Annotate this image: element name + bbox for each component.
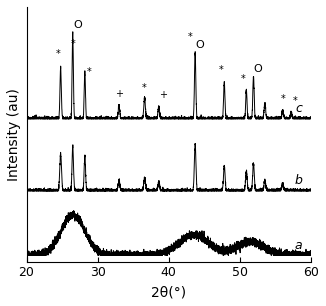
Text: +: + [115, 89, 123, 99]
Text: O: O [253, 64, 262, 74]
Text: b: b [295, 174, 303, 187]
Text: *: * [293, 95, 298, 106]
Text: *: * [241, 74, 245, 84]
Text: O: O [195, 40, 204, 50]
Text: +: + [159, 90, 167, 100]
Text: c: c [296, 102, 303, 115]
Y-axis label: Intensity (au): Intensity (au) [7, 88, 21, 181]
Text: O: O [73, 20, 82, 30]
Text: *: * [219, 65, 224, 75]
Text: *: * [55, 49, 60, 59]
X-axis label: 2θ(°): 2θ(°) [151, 285, 186, 299]
Text: *: * [87, 67, 92, 77]
Text: *: * [142, 83, 147, 93]
Text: *: * [280, 94, 285, 104]
Text: *: * [188, 32, 193, 42]
Text: *: * [70, 39, 75, 49]
Text: a: a [295, 239, 303, 252]
